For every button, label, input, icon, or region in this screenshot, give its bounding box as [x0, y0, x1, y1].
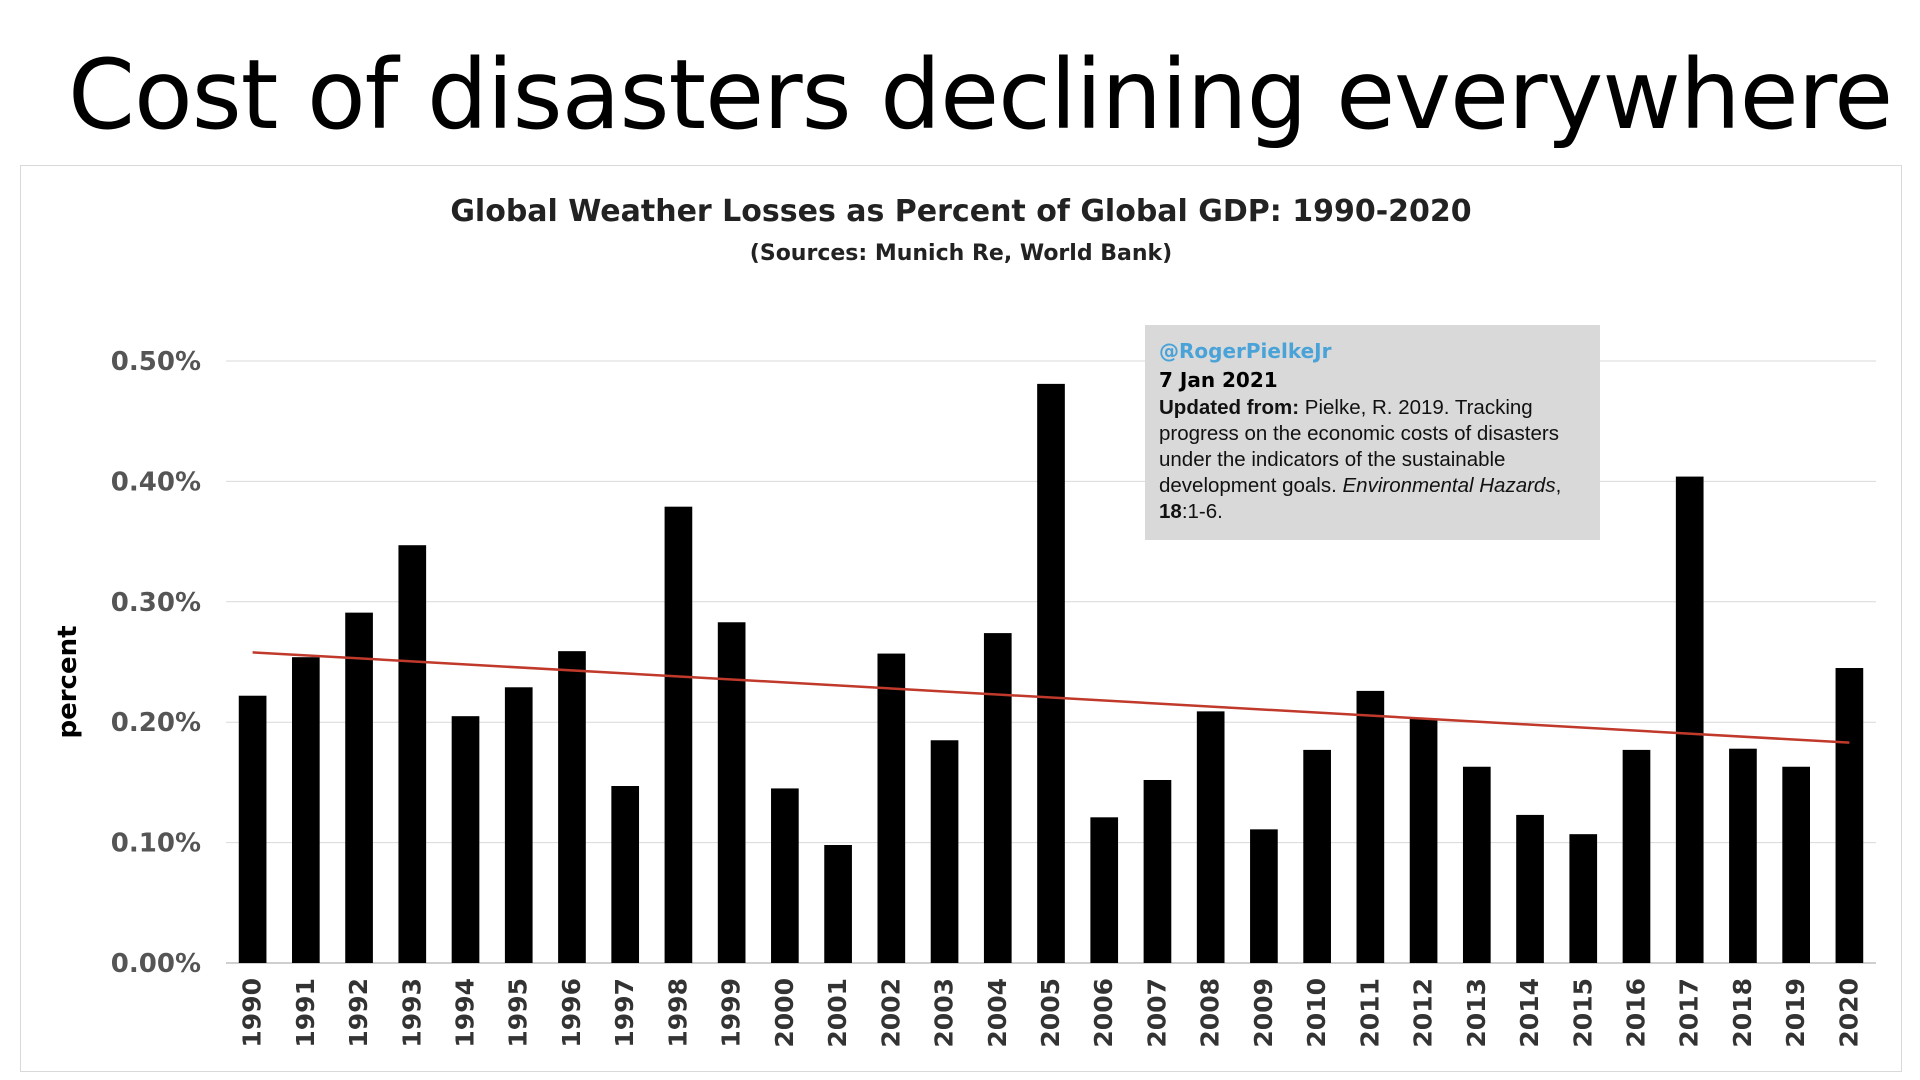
bar [1675, 476, 1704, 963]
bar [1409, 718, 1438, 963]
y-axis-ticks: 0.00% 0.10% 0.20% 0.30% 0.40% 0.50% [111, 347, 201, 979]
note-handle: @RogerPielkeJr [1159, 339, 1332, 363]
note-comma: , [1555, 474, 1562, 497]
x-tick-label: 2004 [983, 978, 1012, 1048]
x-tick-label: 2016 [1621, 978, 1650, 1048]
x-tick-label: 2017 [1675, 978, 1704, 1048]
chart-title: Global Weather Losses as Percent of Glob… [450, 194, 1471, 229]
x-tick-label: 1996 [557, 978, 586, 1048]
bar [1037, 383, 1065, 964]
bar [1782, 766, 1810, 963]
bar [983, 633, 1012, 963]
y-tick-label: 0.00% [111, 949, 201, 979]
x-tick-label: 2012 [1409, 978, 1438, 1048]
x-tick-label: 2019 [1781, 978, 1810, 1048]
note-citation: Updated from: Pielke, R. 2019. Tracking … [1159, 395, 1586, 525]
attribution-note: @RogerPielkeJr 7 Jan 2021 Updated from: … [1145, 325, 1600, 540]
x-tick-label: 1995 [504, 978, 533, 1048]
bar [771, 788, 799, 963]
note-date: 7 Jan 2021 [1159, 368, 1278, 392]
bars [238, 383, 1864, 964]
bar [1143, 779, 1172, 963]
note-citation-text: Pielke, R. 2019. Tracking progress on th… [1159, 396, 1559, 497]
x-tick-label: 1994 [451, 978, 480, 1048]
x-tick-label: 1997 [610, 978, 639, 1048]
x-tick-label: 2020 [1834, 978, 1863, 1048]
x-tick-label: 2018 [1728, 978, 1757, 1048]
x-tick-label: 1998 [663, 978, 692, 1048]
x-tick-label: 2006 [1089, 978, 1118, 1048]
y-tick-label: 0.50% [111, 347, 201, 377]
bar [717, 622, 746, 963]
bar [1303, 749, 1331, 963]
bar [451, 716, 480, 963]
bar [238, 695, 267, 963]
bar [1729, 748, 1757, 963]
x-tick-label: 2014 [1515, 978, 1544, 1048]
bar [292, 657, 320, 963]
bar [664, 506, 693, 963]
bar [345, 612, 373, 963]
trend-line [252, 651, 1850, 744]
bar [824, 845, 852, 963]
bar [1835, 668, 1864, 963]
x-tick-label: 2013 [1462, 978, 1491, 1048]
x-axis-ticks: 1990 1991 1992 1993 1994 1995 1996 1997 1998 1999… [238, 978, 1864, 1048]
bar [398, 545, 427, 963]
bar [1356, 690, 1385, 963]
note-volume: 18 [1159, 500, 1182, 523]
chart-subtitle: (Sources: Munich Re, World Bank) [750, 241, 1172, 266]
x-tick-label: 1990 [238, 978, 267, 1048]
x-tick-label: 1991 [291, 978, 320, 1048]
y-tick-label: 0.30% [111, 588, 201, 618]
x-tick-label: 2002 [876, 978, 905, 1048]
bar [1569, 834, 1598, 963]
x-tick-label: 2005 [1036, 978, 1065, 1048]
note-journal: Environmental Hazards [1342, 474, 1556, 497]
x-tick-label: 1999 [717, 978, 746, 1048]
note-prefix: Updated from: [1159, 396, 1300, 419]
x-tick-label: 2009 [1249, 978, 1278, 1048]
x-tick-label: 1993 [397, 978, 426, 1048]
x-tick-label: 2003 [930, 978, 959, 1048]
chart-svg: Global Weather Losses as Percent of Glob… [53, 194, 1876, 1048]
x-tick-label: 1992 [344, 978, 373, 1048]
bar [1250, 829, 1278, 963]
bar [611, 786, 640, 963]
bar [1462, 766, 1491, 963]
x-tick-label: 2008 [1196, 978, 1225, 1048]
x-tick-label: 2011 [1355, 978, 1384, 1048]
slide-title: Cost of disasters declining everywhere [68, 39, 1893, 151]
bar [504, 687, 533, 963]
y-tick-label: 0.20% [111, 708, 201, 738]
bar [930, 740, 959, 963]
y-tick-label: 0.10% [111, 829, 201, 859]
chart-frame: Global Weather Losses as Percent of Glob… [20, 165, 1902, 1072]
x-tick-label: 2000 [770, 978, 799, 1048]
bar [1090, 817, 1119, 963]
bar [1516, 814, 1544, 963]
x-tick-label: 2007 [1142, 978, 1171, 1048]
x-tick-label: 2015 [1568, 978, 1597, 1048]
bar [877, 653, 906, 963]
x-tick-label: 2010 [1302, 978, 1331, 1048]
bar [1622, 749, 1651, 963]
bar [558, 651, 586, 963]
y-axis-label: percent [53, 625, 83, 738]
bar [1196, 711, 1225, 963]
note-pages: :1-6. [1181, 500, 1223, 523]
y-tick-label: 0.40% [111, 467, 201, 497]
x-tick-label: 2001 [823, 978, 852, 1048]
